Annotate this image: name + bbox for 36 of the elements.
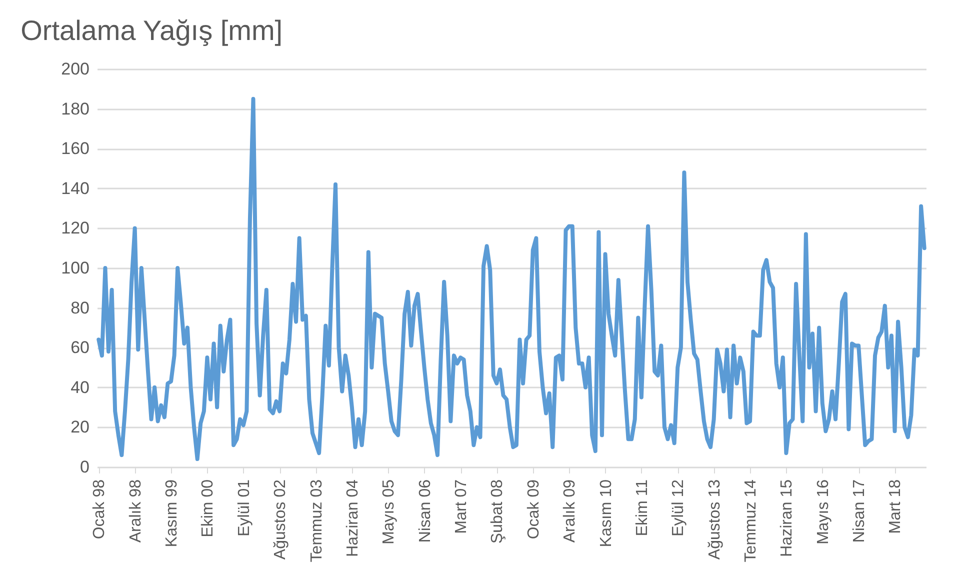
y-tick-label: 120 [61,218,90,238]
y-tick-label: 200 [61,60,90,78]
x-tick-label: Eylül 01 [236,479,253,536]
y-tick-label: 40 [70,378,90,397]
x-tick-label: Temmuz 03 [308,479,326,562]
y-tick-label: 80 [70,298,90,318]
x-tick-label: Ocak 09 [525,479,542,540]
y-tick-label: 0 [80,458,90,476]
y-tick-label: 180 [61,99,90,118]
y-tick-label: 140 [61,178,90,198]
x-tick-label: Haziran 15 [778,479,796,557]
x-tick-label: Kasım 99 [164,479,181,548]
y-tick-label: 100 [61,258,90,278]
line-series [96,96,926,462]
x-tick-label: Mart 07 [453,479,470,534]
x-tick-label: Nisan 17 [851,479,868,543]
x-tick-label: Ağustos 13 [706,479,724,560]
x-tick-label: Nisan 06 [416,479,434,543]
x-tick-label: Mart 18 [887,479,904,534]
x-tick-label: Ekim 11 [634,479,651,536]
x-tick-label: Mayıs 05 [380,479,398,544]
x-tick-label: Ocak 98 [91,479,108,540]
x-tick-label: Aralık 09 [562,479,579,543]
x-tick-label: Eylül 12 [670,479,688,536]
x-tick-label: Haziran 04 [344,479,362,557]
x-tick-label: Ekim 00 [200,479,217,538]
x-tick-label: Aralık 98 [127,479,144,543]
y-tick-label: 60 [70,338,90,358]
y-tick-label: 160 [61,139,90,158]
chart-title: Ortalama Yağış [mm] [20,15,283,46]
x-tick-label: Temmuz 14 [742,479,760,562]
x-tick-label: Kasım 10 [598,479,615,548]
x-tick-label: Şubat 08 [489,479,506,544]
y-tick-label: 20 [70,418,90,437]
x-tick-label: Mayıs 16 [814,479,832,544]
x-tick-label: Ağustos 02 [272,479,290,560]
